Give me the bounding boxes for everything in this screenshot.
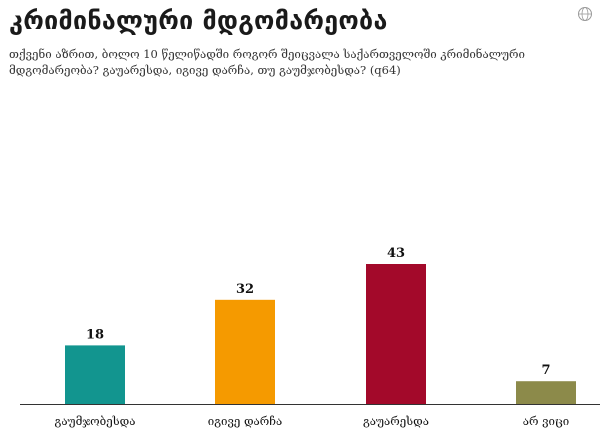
bar-2 <box>366 264 426 404</box>
bar-1 <box>215 299 275 404</box>
chart-subtitle: თქვენი აზრით, ბოლო 10 წელიწადში როგორ შე… <box>9 47 525 77</box>
globe-icon <box>578 7 592 21</box>
category-label-2: გაუარესდა <box>363 414 429 428</box>
category-label-3: არ ვიცი <box>523 414 569 428</box>
category-label-0: გაუმჯობესდა <box>55 414 136 428</box>
category-label-1: იგივე დარჩა <box>208 414 282 428</box>
bar-3 <box>516 381 576 404</box>
data-label-0: 18 <box>86 327 104 342</box>
data-label-3: 7 <box>541 363 550 378</box>
data-label-2: 43 <box>387 246 405 261</box>
bar-0 <box>65 345 125 404</box>
chart-title: კრიმინალური მდგომარეობა <box>9 6 388 35</box>
data-label-1: 32 <box>236 282 254 297</box>
